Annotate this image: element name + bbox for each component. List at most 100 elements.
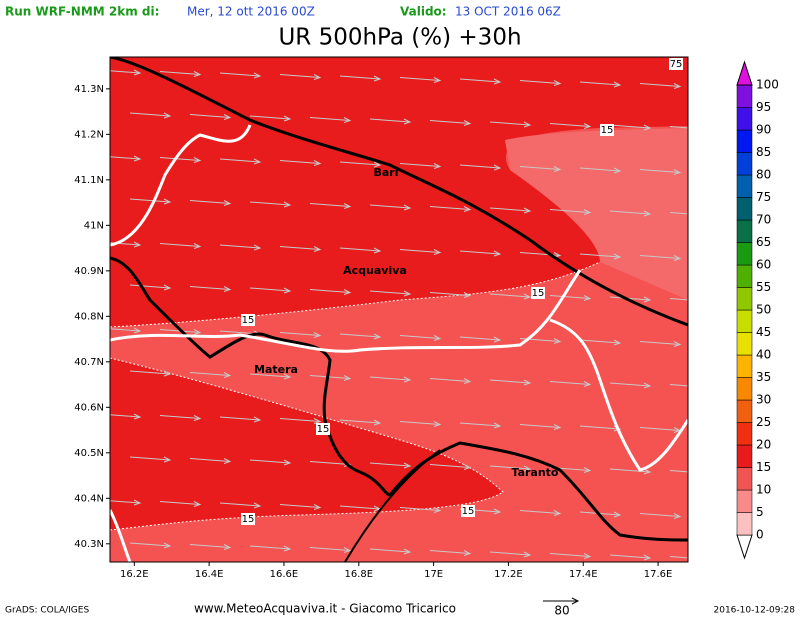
field-high bbox=[110, 358, 503, 530]
wind-arrow bbox=[189, 372, 232, 378]
wind-arrow bbox=[669, 298, 688, 301]
wind-arrow bbox=[609, 554, 652, 561]
wind-arrow bbox=[609, 210, 652, 217]
colorbar-label: 75 bbox=[756, 190, 771, 204]
wind-arrow bbox=[489, 293, 532, 300]
scale-arrow bbox=[543, 597, 580, 605]
colorbar-label: 100 bbox=[756, 78, 779, 92]
colorbar-label: 5 bbox=[756, 505, 764, 519]
wind-arrow bbox=[129, 112, 172, 119]
colorbar-label: 0 bbox=[756, 528, 764, 542]
contour-label: 15 bbox=[317, 424, 330, 435]
wind-arrow bbox=[369, 118, 412, 125]
wind-arrow bbox=[219, 158, 262, 165]
colorbar-band bbox=[736, 377, 753, 401]
wind-arrow bbox=[669, 384, 688, 387]
wind-arrow bbox=[309, 203, 352, 209]
credit-site: www.MeteoAcquaviva.it - Giacomo Tricaric… bbox=[194, 602, 456, 616]
wind-arrow bbox=[549, 123, 592, 129]
contour-label-box bbox=[531, 287, 545, 299]
colorbar-label: 70 bbox=[756, 213, 771, 227]
wind-arrow bbox=[309, 289, 352, 295]
wind-arrow bbox=[339, 75, 382, 82]
wind-arrow bbox=[339, 333, 382, 340]
colorbar-label: 60 bbox=[756, 258, 771, 272]
colorbar-band bbox=[736, 467, 753, 491]
colorbar-band bbox=[736, 309, 753, 333]
wind-arrow bbox=[129, 456, 172, 463]
lat-tick-label: 40.3N bbox=[74, 539, 104, 550]
wind-arrow bbox=[339, 419, 382, 426]
wind-arrow bbox=[639, 513, 682, 519]
wind-arrow bbox=[219, 416, 262, 423]
wind-arrow bbox=[189, 114, 232, 120]
colorbar-band bbox=[736, 152, 753, 176]
wind-arrow bbox=[219, 502, 262, 509]
colorbar-label: 35 bbox=[756, 370, 771, 384]
colorbar-band bbox=[736, 107, 753, 131]
border bbox=[344, 449, 441, 562]
wind-arrow bbox=[249, 545, 292, 552]
wind-arrow bbox=[249, 115, 292, 122]
wind-arrow bbox=[309, 547, 352, 553]
lat-tick-label: 41.2N bbox=[74, 129, 104, 140]
map-title: UR 500hPa (%) +30h bbox=[278, 25, 521, 51]
scale-value: 80 bbox=[554, 604, 569, 618]
contour-label-box bbox=[241, 513, 255, 525]
wind-arrow bbox=[639, 341, 682, 347]
city-label: Matera bbox=[254, 363, 298, 376]
colorbar-label: 30 bbox=[756, 393, 771, 407]
colorbar-label: 95 bbox=[756, 100, 771, 114]
valid-label: Valido: bbox=[400, 5, 447, 19]
lat-tick-label: 41.3N bbox=[74, 84, 104, 95]
coastline bbox=[110, 256, 688, 542]
wind-arrow bbox=[159, 243, 202, 249]
lon-tick-label: 16.6E bbox=[270, 569, 299, 580]
wind-arrow bbox=[189, 286, 232, 292]
colorbar-label: 65 bbox=[756, 235, 771, 249]
contour-label-box bbox=[600, 124, 614, 136]
wind-arrow bbox=[489, 551, 532, 558]
wind-arrow bbox=[459, 164, 502, 171]
wind-arrow bbox=[309, 375, 352, 381]
colorbar-label: 80 bbox=[756, 168, 771, 182]
wind-arrow bbox=[669, 126, 688, 129]
wind-arrow bbox=[110, 413, 142, 420]
wind-arrow bbox=[489, 465, 532, 472]
lat-tick-label: 40.4N bbox=[74, 493, 104, 504]
wind-arrow bbox=[519, 80, 562, 86]
colorbar-band bbox=[736, 219, 753, 243]
wind-arrow bbox=[159, 415, 202, 421]
wind-arrow bbox=[159, 501, 202, 507]
lon-tick-label: 17E bbox=[424, 569, 443, 580]
colorbar-band bbox=[736, 174, 753, 198]
valid-date: 13 OCT 2016 06Z bbox=[455, 5, 561, 19]
contour-label-box bbox=[316, 423, 330, 435]
wind-arrow bbox=[579, 253, 622, 260]
wind-arrow bbox=[159, 71, 202, 77]
colorbar-band bbox=[736, 287, 753, 311]
colorbar-label: 90 bbox=[756, 123, 771, 137]
wind-arrow bbox=[429, 378, 472, 384]
colorbar-band bbox=[736, 354, 753, 378]
wind-arrow bbox=[549, 381, 592, 387]
contour-label-box bbox=[241, 314, 255, 326]
wind-arrow bbox=[309, 117, 352, 123]
wind-arrow bbox=[429, 464, 472, 470]
coastline bbox=[110, 57, 688, 327]
wind-arrow bbox=[519, 424, 562, 430]
wind-arrow bbox=[369, 548, 412, 555]
wind-arrow bbox=[129, 370, 172, 377]
wind-arrow bbox=[429, 292, 472, 298]
lat-tick-label: 40.9N bbox=[74, 266, 104, 277]
wind-arrow bbox=[459, 422, 502, 429]
contour-label-box bbox=[461, 505, 475, 517]
colorbar-band bbox=[736, 242, 753, 266]
wind-arrow bbox=[399, 335, 442, 341]
city-label: Acquaviva bbox=[343, 264, 407, 277]
wind-arrow bbox=[489, 121, 532, 128]
contour-label: 15 bbox=[532, 288, 545, 299]
colorbar-band bbox=[736, 399, 753, 423]
wind-arrow bbox=[609, 296, 652, 303]
